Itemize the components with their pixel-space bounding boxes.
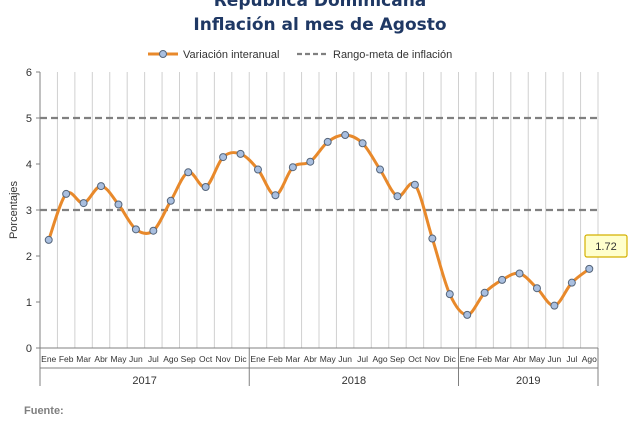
data-point <box>515 269 524 278</box>
data-point <box>149 226 158 235</box>
x-tick-labels: Ene Feb Mar Abr May Jun Jul Ago Sep Oct Nov Dic Ene F… <box>41 348 597 387</box>
x-tick-label-month: Dic <box>444 354 457 364</box>
x-tick-label-month: Nov <box>216 354 232 364</box>
x-tick-label-month: Ene <box>460 354 475 364</box>
data-point <box>166 196 175 205</box>
x-tick-label-month: Feb <box>59 354 74 364</box>
x-tick-label-year: 2019 <box>516 375 540 387</box>
x-tick-label-month: Oct <box>199 354 213 364</box>
data-point <box>219 153 228 162</box>
data-point <box>97 182 106 191</box>
source-label: Fuente: <box>24 405 64 417</box>
x-tick-label-month: Ene <box>41 354 56 364</box>
y-tick-label: 5 <box>26 113 32 125</box>
legend-label-target: Rango-meta de inflación <box>333 49 452 61</box>
y-tick-labels: 0 1 2 3 4 5 6 <box>26 67 40 355</box>
x-tick-label-month: Mar <box>286 354 301 364</box>
data-point <box>306 157 315 166</box>
legend-label-series: Variación interanual <box>183 49 279 61</box>
data-point <box>184 168 193 177</box>
last-value-callout: 1.72 <box>584 234 628 258</box>
x-tick-label-month: Ago <box>372 354 387 364</box>
x-tick-label-month: Jul <box>566 354 577 364</box>
callout-box <box>584 234 628 258</box>
data-point <box>62 189 71 198</box>
data-point <box>550 301 559 310</box>
x-tick-label-month: May <box>110 354 127 364</box>
x-tick-label-year: 2018 <box>342 375 366 387</box>
x-tick-label-month: Sep <box>181 354 196 364</box>
data-point <box>498 275 507 284</box>
data-point <box>114 200 123 209</box>
x-tick-label-month: May <box>529 354 546 364</box>
x-tick-label-month: Jun <box>338 354 352 364</box>
data-point <box>410 180 419 189</box>
y-tick-label: 0 <box>26 343 32 355</box>
data-points <box>44 131 594 319</box>
data-point <box>532 284 541 293</box>
y-tick-label: 2 <box>26 251 32 263</box>
callout-label: 1.72 <box>595 241 616 253</box>
x-tick-label-month: Feb <box>268 354 283 364</box>
data-point <box>480 288 489 297</box>
chart-legend: Variación interanual Rango-meta de infla… <box>148 49 452 61</box>
x-tick-label-month: Ago <box>582 354 597 364</box>
y-axis-label: Porcentajes <box>8 180 20 239</box>
data-point <box>585 264 594 273</box>
x-tick-label-month: Sep <box>390 354 405 364</box>
data-point <box>393 192 402 201</box>
x-tick-label-month: Dic <box>234 354 247 364</box>
data-point <box>341 131 350 140</box>
x-tick-label-month: Jun <box>129 354 143 364</box>
x-tick-label-month: Abr <box>94 354 107 364</box>
x-tick-label-month: Abr <box>513 354 526 364</box>
x-tick-label-month: Mar <box>76 354 91 364</box>
legend-marker-series <box>159 50 167 58</box>
target-range-lines <box>40 116 598 212</box>
data-point <box>79 199 88 208</box>
data-point <box>358 139 367 148</box>
x-tick-label-month: Oct <box>408 354 422 364</box>
y-tick-label: 4 <box>26 159 32 171</box>
x-tick-label-month: Abr <box>304 354 317 364</box>
x-tick-label-month: Feb <box>477 354 492 364</box>
data-point <box>323 137 332 146</box>
x-tick-label-year: 2017 <box>132 375 156 387</box>
chart-title: Inflación al mes de Agosto <box>193 15 446 35</box>
x-tick-label-month: Jul <box>357 354 368 364</box>
y-tick-label: 3 <box>26 205 32 217</box>
x-tick-label-month: Ago <box>163 354 178 364</box>
data-point <box>44 235 53 244</box>
data-point <box>131 225 140 234</box>
data-point <box>236 149 245 158</box>
axes <box>39 72 599 386</box>
x-tick-label-month: Nov <box>425 354 441 364</box>
data-point <box>253 165 262 174</box>
data-point <box>288 163 297 172</box>
data-point <box>201 183 210 191</box>
x-tick-label-month: Jun <box>548 354 562 364</box>
x-tick-label-month: Mar <box>495 354 510 364</box>
data-point <box>271 191 280 200</box>
x-tick-label-month: May <box>320 354 337 364</box>
x-tick-label-month: Jul <box>148 354 159 364</box>
data-point <box>376 165 385 174</box>
data-point <box>567 278 576 287</box>
y-tick-label: 6 <box>26 67 32 79</box>
x-tick-label-month: Ene <box>250 354 265 364</box>
y-tick-label: 1 <box>26 297 32 309</box>
chart-supertitle: República Dominicana <box>214 0 427 11</box>
data-point <box>445 290 454 299</box>
data-point <box>463 310 472 319</box>
data-point <box>428 234 437 243</box>
